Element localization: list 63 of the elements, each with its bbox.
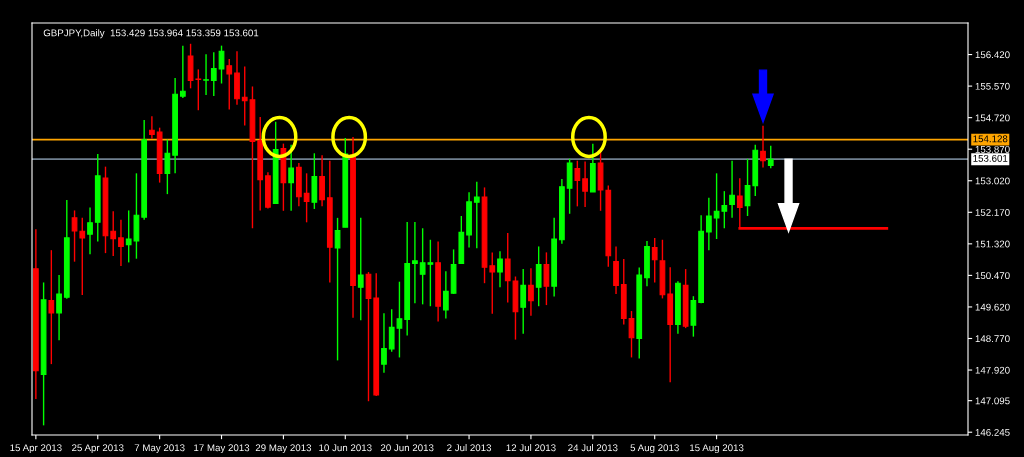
candlestick [319,154,325,208]
x-tick-label: 7 May 2013 [134,444,185,454]
x-tick-label: 25 Apr 2013 [72,444,124,454]
y-tick-label: 155.570 [975,82,1010,90]
candlestick [288,144,295,212]
candlestick [203,53,209,96]
candlestick [381,312,387,374]
x-tick-label: 17 May 2013 [194,444,250,454]
candlestick [48,249,55,365]
candlestick [574,160,581,208]
y-tick-label: 149.620 [975,303,1010,311]
x-tick-label: 29 May 2013 [255,444,312,454]
candlestick [412,221,418,304]
candlestick [442,270,449,320]
candlestick [528,267,534,317]
candlestick [118,219,124,267]
candlestick [210,51,217,97]
candlestick [535,245,542,307]
candlestick [489,251,496,315]
candlestick [149,115,155,140]
x-tick-label: 15 Apr 2013 [10,444,62,454]
candlestick [226,58,233,111]
candlestick [334,217,341,362]
candlestick [497,250,503,288]
y-tick-label: 147.095 [975,397,1010,405]
ref-line-label: 153.601 [973,154,1008,162]
y-tick-label: 156.420 [975,51,1010,59]
ref-line-label: 154.128 [973,135,1008,143]
candlestick [303,172,310,224]
x-tick-label: 20 Jun 2013 [380,444,434,452]
candlestick [87,206,93,255]
candlestick [520,268,527,335]
candlestick [543,251,550,306]
text: GBPJPY,Daily 153.429 153.964 153.359 153.601 [43,29,259,39]
candlestick [705,197,712,251]
x-tick-label: 10 Jun 2013 [319,444,372,452]
y-tick-label: 147.920 [975,366,1010,374]
candlestick [164,138,171,195]
x-tick-label: 12 Jul 2013 [506,444,556,452]
candlestick [582,160,588,208]
candlestick [651,237,658,284]
y-tick-label: 150.470 [975,272,1010,280]
candlestick [473,181,480,249]
y-tick-label: 154.720 [975,114,1010,122]
candlestick [504,232,511,304]
x-tick-label: 2 Jul 2013 [447,444,492,452]
candlestick [179,44,186,99]
x-tick-label: 5 Aug 2013 [630,444,679,454]
candlestick [357,217,364,322]
x-tick-label: 24 Jul 2013 [568,444,618,452]
candlestick [729,160,735,219]
y-tick-label: 152.170 [975,209,1010,216]
y-tick-label: 153.020 [975,177,1010,185]
y-tick-label: 148.770 [975,335,1010,343]
candlestick [56,274,62,342]
candlestick [767,145,774,169]
y-tick-label: 146.245 [975,428,1010,436]
candlestick [760,125,766,169]
x-tick-label: 15 Aug 2013 [690,444,744,454]
y-tick-label: 151.320 [975,240,1010,248]
y-tick-label: 153.870 [975,145,1010,153]
candlestick [613,245,619,295]
candlestick [110,210,117,257]
